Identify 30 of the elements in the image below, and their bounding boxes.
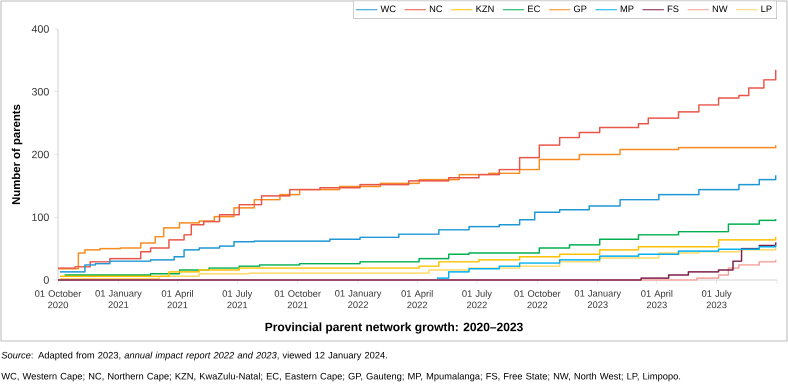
- legend-label: LP: [761, 6, 772, 12]
- legend-label: FS: [668, 6, 679, 12]
- legend-label: NC: [430, 6, 442, 12]
- legend-label: WC: [380, 6, 396, 12]
- y-tick-label: 200: [32, 150, 49, 158]
- y-tick-label: 300: [32, 88, 49, 96]
- x-tick-label: 01 April 2022: [401, 290, 433, 308]
- x-tick-label: 01 January 2023: [574, 290, 622, 308]
- legend-label: KZN: [476, 6, 494, 12]
- legend-label: EC: [528, 6, 540, 12]
- y-tick-label: 400: [32, 25, 49, 33]
- x-tick-label: 01 October 2022: [514, 290, 561, 308]
- legend-label: GP: [574, 6, 586, 12]
- x-tick-label: 01 October 2021: [274, 290, 321, 308]
- x-tick-label: 01 July 2023: [702, 290, 732, 308]
- text: Provincial parent network growth: 2020–2023: [266, 322, 523, 334]
- y-tick-label: 0: [44, 276, 49, 284]
- text: WC, Western Cape; NC, Northern Cape; KZN, KwaZulu-Natal; EC, Eastern Cape; GP, Gauteng; MP, Mpumalanga; FS, Free State; NW, North West; LP, Limpopo.: [1, 372, 680, 382]
- x-tick-label: 01 April 2021: [162, 290, 193, 308]
- x-tick-label: 01 January 2022: [335, 290, 382, 308]
- x-tick-label: 01 January 2021: [95, 290, 142, 308]
- x-tick-label: 01 July 2022: [462, 290, 492, 308]
- x-tick-label: 01 April 2023: [641, 290, 672, 308]
- y-axis-title: Number of parents: [12, 104, 22, 204]
- legend-label: NW: [712, 6, 728, 12]
- legend-label: MP: [620, 6, 634, 12]
- text: Source: Adapted from 2023, annual impact report 2022 and 2023, viewed 12 January 2024.: [2, 352, 387, 360]
- y-tick-label: 100: [32, 213, 49, 222]
- x-tick-label: 01 July 2021: [222, 290, 252, 308]
- x-tick-label: 01 October 2020: [35, 290, 82, 308]
